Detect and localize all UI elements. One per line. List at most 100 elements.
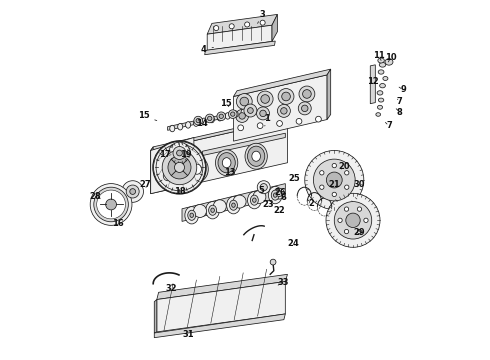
Polygon shape xyxy=(182,184,285,221)
Ellipse shape xyxy=(209,205,217,215)
Text: 9: 9 xyxy=(399,85,406,94)
Text: 24: 24 xyxy=(288,238,299,248)
Ellipse shape xyxy=(227,197,240,214)
Circle shape xyxy=(332,192,337,197)
Polygon shape xyxy=(151,116,290,150)
Ellipse shape xyxy=(186,122,191,128)
Circle shape xyxy=(173,147,186,159)
Ellipse shape xyxy=(252,151,261,161)
Ellipse shape xyxy=(201,118,206,125)
Ellipse shape xyxy=(185,207,198,224)
Ellipse shape xyxy=(211,208,215,212)
Circle shape xyxy=(208,116,212,121)
Circle shape xyxy=(194,116,202,125)
Ellipse shape xyxy=(247,146,265,166)
Circle shape xyxy=(296,118,302,124)
Text: 18: 18 xyxy=(174,187,186,196)
Text: 14: 14 xyxy=(196,118,208,127)
Ellipse shape xyxy=(206,202,220,219)
Circle shape xyxy=(344,207,349,211)
Circle shape xyxy=(153,141,205,193)
Ellipse shape xyxy=(209,116,215,123)
Ellipse shape xyxy=(383,77,388,81)
Text: 12: 12 xyxy=(367,77,379,85)
Ellipse shape xyxy=(170,125,175,132)
Polygon shape xyxy=(157,282,285,332)
Circle shape xyxy=(169,142,190,164)
Circle shape xyxy=(357,229,362,234)
Ellipse shape xyxy=(229,200,238,210)
Circle shape xyxy=(314,159,355,201)
Circle shape xyxy=(326,172,342,188)
Ellipse shape xyxy=(159,166,176,186)
Circle shape xyxy=(319,185,324,189)
Circle shape xyxy=(126,185,139,198)
Text: 11: 11 xyxy=(373,51,385,60)
Circle shape xyxy=(205,114,214,123)
Circle shape xyxy=(247,108,253,113)
Ellipse shape xyxy=(273,193,277,197)
Circle shape xyxy=(228,110,237,118)
Polygon shape xyxy=(207,14,277,34)
Text: 1: 1 xyxy=(264,113,270,126)
Circle shape xyxy=(238,125,244,131)
Circle shape xyxy=(214,26,219,31)
Circle shape xyxy=(156,144,203,191)
Circle shape xyxy=(99,193,122,216)
Circle shape xyxy=(260,184,268,191)
Text: 15: 15 xyxy=(220,99,232,108)
Ellipse shape xyxy=(233,111,238,117)
Ellipse shape xyxy=(189,159,206,179)
Text: 20: 20 xyxy=(338,162,350,171)
Circle shape xyxy=(130,189,136,194)
Circle shape xyxy=(319,171,324,175)
Text: 28: 28 xyxy=(90,192,101,201)
Text: 17: 17 xyxy=(159,150,171,158)
Text: 25: 25 xyxy=(289,174,300,183)
Circle shape xyxy=(326,193,380,247)
Text: 29: 29 xyxy=(354,228,365,237)
Text: 33: 33 xyxy=(277,278,289,287)
Ellipse shape xyxy=(245,143,268,169)
Ellipse shape xyxy=(378,70,384,74)
Ellipse shape xyxy=(269,186,282,204)
Circle shape xyxy=(97,190,125,219)
Polygon shape xyxy=(202,133,285,156)
Polygon shape xyxy=(154,300,157,333)
Text: 2: 2 xyxy=(308,199,315,208)
Ellipse shape xyxy=(378,58,384,63)
Text: 8: 8 xyxy=(396,108,403,117)
Text: 7: 7 xyxy=(397,97,403,106)
Circle shape xyxy=(106,199,117,210)
Circle shape xyxy=(338,218,342,222)
Ellipse shape xyxy=(186,156,208,182)
Polygon shape xyxy=(157,274,288,300)
Ellipse shape xyxy=(377,105,383,109)
Polygon shape xyxy=(233,69,331,96)
Ellipse shape xyxy=(271,190,279,200)
Circle shape xyxy=(344,185,349,189)
Ellipse shape xyxy=(377,91,383,95)
Polygon shape xyxy=(154,314,285,338)
Circle shape xyxy=(260,20,265,25)
Circle shape xyxy=(240,97,248,106)
Polygon shape xyxy=(207,25,272,50)
Circle shape xyxy=(346,213,360,228)
Circle shape xyxy=(344,171,349,175)
Circle shape xyxy=(174,162,185,172)
Circle shape xyxy=(176,150,182,156)
Circle shape xyxy=(217,112,225,121)
Circle shape xyxy=(305,150,364,210)
Circle shape xyxy=(274,188,285,199)
Ellipse shape xyxy=(222,158,231,168)
Text: 7: 7 xyxy=(386,122,392,130)
Circle shape xyxy=(253,190,266,203)
Ellipse shape xyxy=(250,195,258,205)
Circle shape xyxy=(301,105,308,112)
Ellipse shape xyxy=(163,171,172,181)
Circle shape xyxy=(239,113,245,119)
Circle shape xyxy=(299,86,315,102)
Ellipse shape xyxy=(252,198,256,202)
Text: 13: 13 xyxy=(224,168,236,177)
Text: 4: 4 xyxy=(201,45,214,54)
